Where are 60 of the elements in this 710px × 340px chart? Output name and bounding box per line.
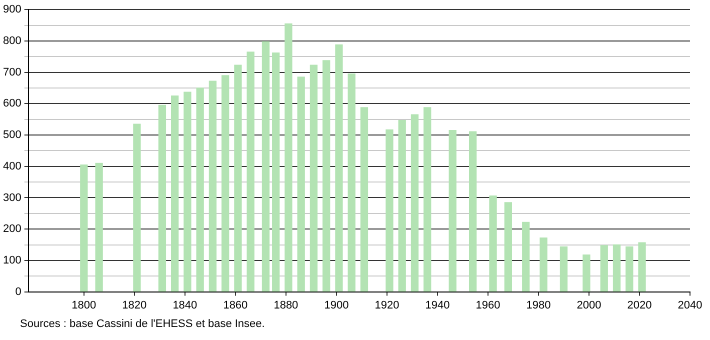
x-tick-label: 1960 [476, 299, 500, 312]
bar [158, 104, 166, 292]
x-tick-label: 1860 [223, 299, 248, 312]
bar [95, 162, 103, 292]
bar [133, 124, 141, 292]
bar [335, 44, 343, 292]
bar [424, 107, 432, 292]
bar [262, 41, 270, 292]
bar [208, 80, 217, 292]
bar [184, 92, 192, 292]
bar [170, 96, 179, 292]
x-tick-label: 1940 [425, 299, 450, 312]
bar [522, 222, 530, 292]
bar [386, 129, 394, 292]
bar [410, 114, 419, 292]
bar [582, 254, 590, 292]
x-tick-label: 1920 [374, 299, 400, 312]
bar [360, 107, 368, 292]
y-tick-label: 100 [2, 254, 22, 266]
x-tick-label: 1980 [526, 299, 551, 312]
y-tick-label: 500 [2, 129, 22, 142]
x-tick-label: 1900 [324, 299, 349, 312]
y-tick-label: 900 [2, 4, 22, 16]
y-tick-label: 200 [2, 223, 22, 236]
bar [310, 64, 318, 292]
y-tick-label: 800 [2, 34, 22, 47]
bar [322, 60, 330, 292]
x-tick-label: 1880 [274, 299, 298, 312]
x-tick-label: 2000 [576, 299, 602, 312]
bar [626, 246, 634, 292]
bar [489, 196, 497, 292]
bar [246, 52, 254, 292]
bar [448, 130, 456, 292]
x-tick-label: 1800 [72, 299, 96, 312]
y-tick-label: 0 [15, 286, 22, 298]
bar [272, 52, 280, 292]
x-tick-label: 2040 [678, 299, 702, 312]
source-note: Sources : base Cassini de l'EHESS et base Insee. [20, 318, 265, 330]
bar [80, 164, 88, 292]
x-tick-label: 2020 [627, 299, 652, 312]
bar [196, 88, 204, 292]
bar [600, 245, 608, 292]
bar [284, 23, 292, 292]
bar [297, 76, 305, 292]
bar [468, 131, 477, 292]
y-tick-label: 700 [2, 66, 22, 78]
bar [504, 202, 512, 292]
x-tick-label: 1840 [172, 299, 198, 312]
bar [560, 246, 568, 292]
bar [612, 244, 621, 292]
x-tick-label: 1820 [122, 299, 147, 312]
bar [348, 74, 356, 292]
bar [540, 238, 548, 292]
y-tick-label: 400 [2, 160, 22, 172]
bar [398, 120, 406, 292]
bar [234, 64, 242, 292]
y-tick-label: 600 [2, 98, 22, 110]
bar [638, 242, 646, 292]
y-tick-label: 300 [2, 192, 22, 204]
bar [222, 75, 230, 292]
